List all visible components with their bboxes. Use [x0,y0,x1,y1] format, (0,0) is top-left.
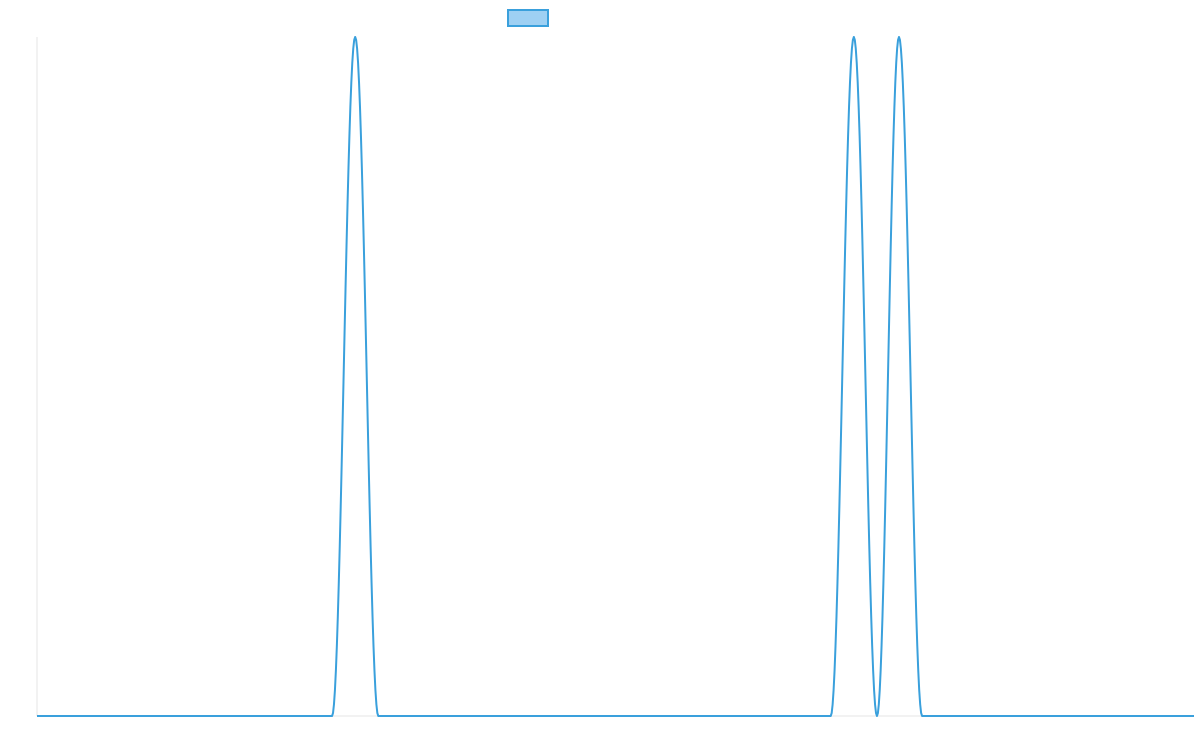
legend-swatch[interactable] [507,9,549,27]
axes [36,37,1194,717]
series-line-0 [37,36,1194,717]
series-group [37,36,1194,717]
legend [507,9,549,27]
